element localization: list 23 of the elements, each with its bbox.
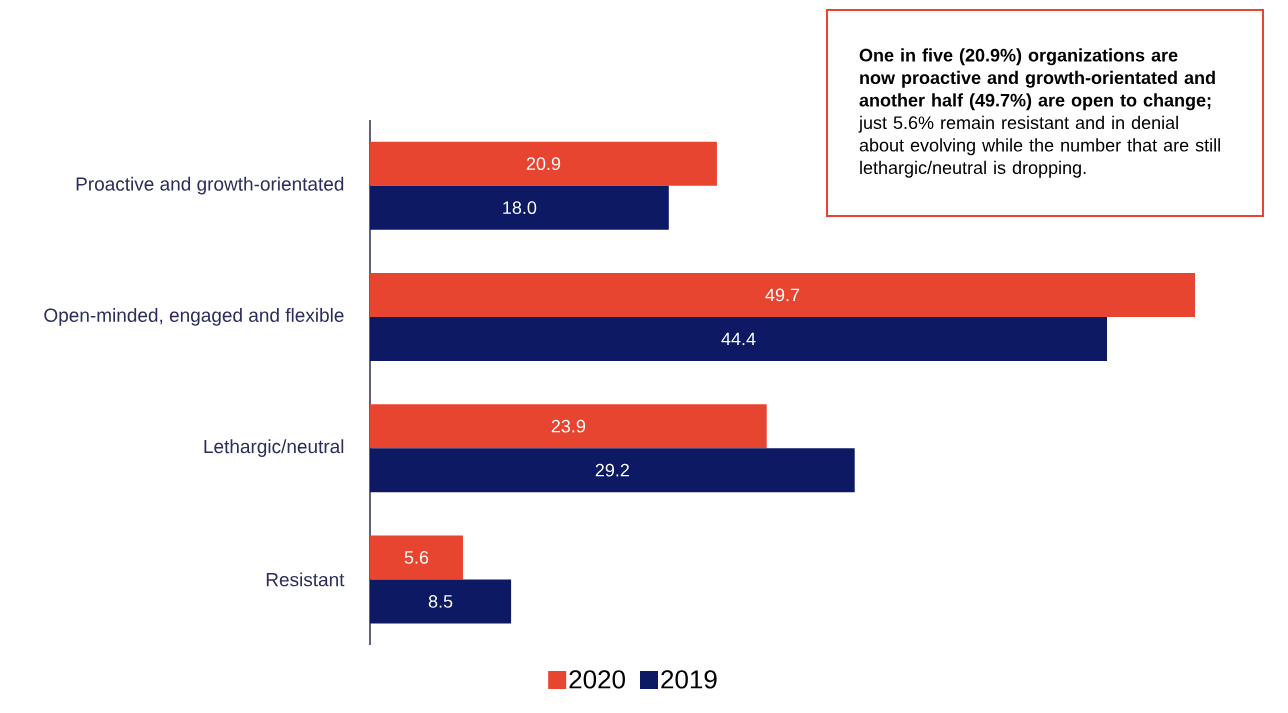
legend-label: 2020 [569,670,625,689]
bar [370,579,512,624]
data-label: 44.4 [721,332,756,346]
data-label: 18.0 [503,201,537,215]
bar [370,448,855,493]
legend-label: 2019 [661,670,717,689]
bar [370,404,767,449]
data-label: 49.7 [765,288,800,302]
annotation: One in five (20.9%) organizations are now proactive and growth-orientated and another half (49.7%) are open to change; just 5.6% remain resistant and in denial about evolving while the number that are still lethargic/neutral is dropping. [858,48,1220,178]
y-tick-label: Lethargic/neutral [204,439,344,457]
bar [370,141,717,186]
data-label: 23.9 [551,419,586,433]
y-tick-label: Proactive and growth-orientated [76,176,344,195]
bar [370,535,463,580]
data-label: 29.2 [595,463,629,477]
y-tick-label: Open-minded, engaged and flexible [44,308,344,326]
bar [370,185,669,230]
data-label: 8.5 [428,595,453,608]
data-label: 5.6 [404,551,429,564]
y-tick-label: Resistant [266,572,345,587]
bar [370,272,1196,317]
data-label: 20.9 [526,157,561,171]
bar [370,316,1108,361]
